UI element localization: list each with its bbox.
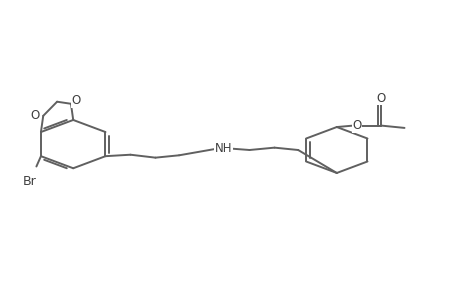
Text: O: O [30, 109, 39, 122]
Text: NH: NH [214, 142, 231, 155]
Text: O: O [352, 119, 361, 132]
Text: Br: Br [22, 175, 36, 188]
Text: O: O [72, 94, 81, 107]
Text: O: O [375, 92, 385, 105]
